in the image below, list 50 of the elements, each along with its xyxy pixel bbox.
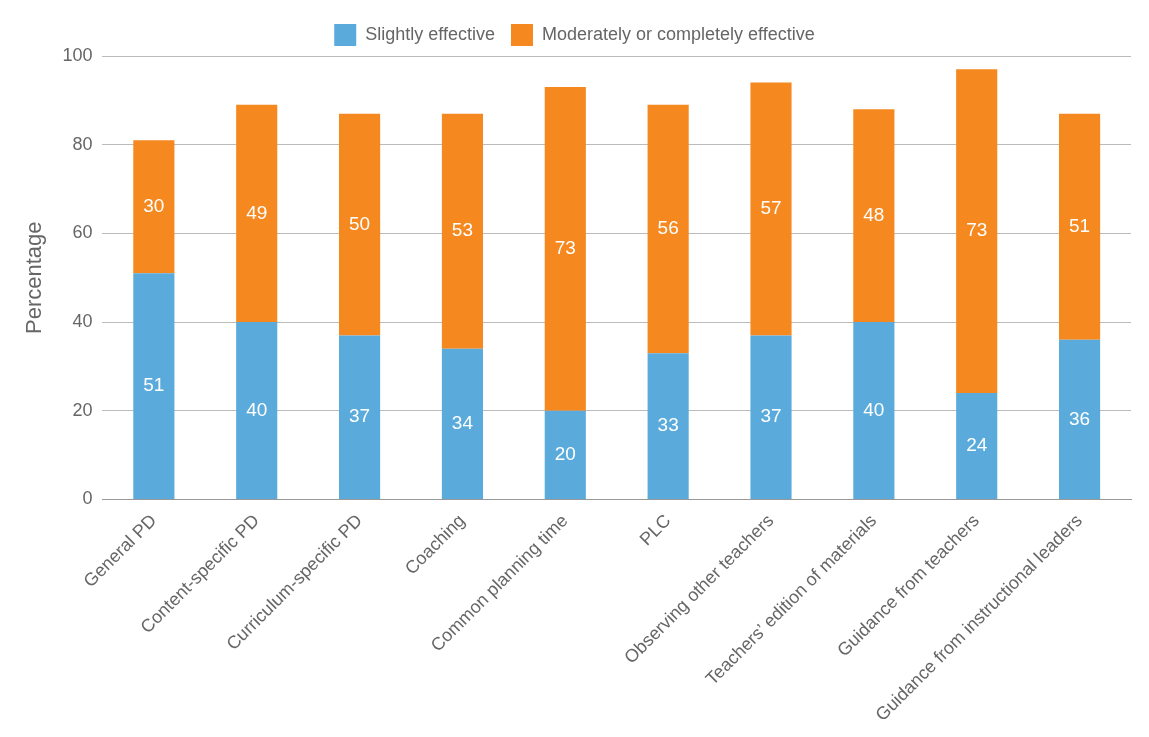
bar bbox=[236, 322, 278, 500]
bar bbox=[1059, 339, 1101, 500]
bar bbox=[544, 410, 586, 500]
bar bbox=[750, 82, 792, 336]
data-label: 24 bbox=[966, 434, 988, 456]
data-label: 50 bbox=[349, 212, 371, 234]
data-label: 49 bbox=[246, 201, 268, 223]
data-label: 37 bbox=[760, 405, 782, 427]
data-label: 40 bbox=[863, 398, 885, 420]
data-label: 33 bbox=[657, 414, 679, 436]
data-label: 57 bbox=[760, 197, 782, 219]
legend-label: Slightly effective bbox=[365, 23, 495, 44]
bar bbox=[647, 104, 689, 354]
y-tick-label: 60 bbox=[72, 222, 93, 243]
y-tick-label: 100 bbox=[62, 44, 93, 65]
bar bbox=[544, 87, 586, 411]
bar bbox=[853, 322, 895, 500]
bar bbox=[956, 69, 998, 394]
x-tick-label: PLC bbox=[635, 510, 675, 550]
bar bbox=[236, 104, 278, 323]
bar bbox=[750, 335, 792, 500]
bar bbox=[441, 113, 483, 349]
y-tick-label: 0 bbox=[82, 488, 93, 509]
bar bbox=[441, 348, 483, 500]
bar bbox=[339, 335, 381, 500]
y-axis-title: Percentage bbox=[21, 221, 47, 335]
data-label: 48 bbox=[863, 203, 885, 225]
data-label: 73 bbox=[966, 219, 988, 241]
data-label: 51 bbox=[1069, 214, 1091, 236]
bar bbox=[853, 109, 895, 323]
bar bbox=[1059, 113, 1101, 340]
data-label: 20 bbox=[554, 443, 576, 465]
data-label: 53 bbox=[451, 219, 473, 241]
bar bbox=[339, 113, 381, 336]
bar bbox=[647, 353, 689, 500]
bar bbox=[956, 393, 998, 500]
data-label: 51 bbox=[143, 374, 165, 396]
data-label: 30 bbox=[143, 195, 165, 217]
y-tick-label: 20 bbox=[72, 399, 93, 420]
data-label: 73 bbox=[554, 237, 576, 259]
data-label: 40 bbox=[246, 398, 268, 420]
y-tick-label: 80 bbox=[72, 133, 93, 154]
data-label: 34 bbox=[451, 412, 474, 434]
legend-label: Moderately or completely effective bbox=[541, 23, 815, 44]
y-tick-label: 40 bbox=[72, 311, 93, 332]
data-label: 37 bbox=[349, 405, 371, 427]
bar bbox=[133, 273, 175, 500]
data-label: 36 bbox=[1069, 407, 1091, 429]
bar bbox=[133, 140, 175, 274]
data-label: 56 bbox=[657, 217, 679, 239]
